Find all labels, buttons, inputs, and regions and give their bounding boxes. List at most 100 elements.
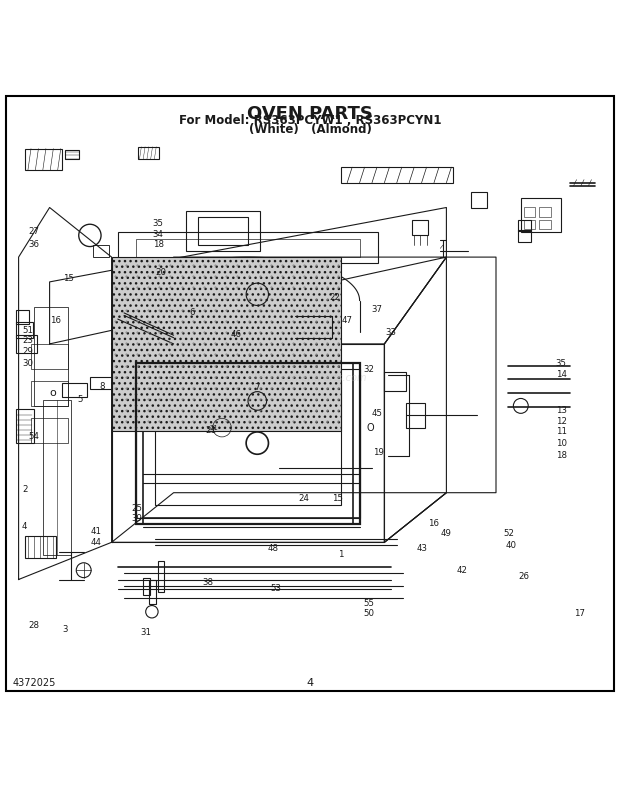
Text: 39: 39 xyxy=(131,514,142,523)
Text: 52: 52 xyxy=(503,529,514,538)
Bar xyxy=(539,208,551,216)
Text: o: o xyxy=(50,389,56,398)
Bar xyxy=(524,220,535,229)
Text: 4: 4 xyxy=(22,523,27,531)
Text: 27: 27 xyxy=(29,227,40,235)
Bar xyxy=(155,381,341,505)
Text: 35: 35 xyxy=(556,359,567,368)
Text: 32: 32 xyxy=(363,365,374,375)
Bar xyxy=(25,149,62,170)
Text: 15: 15 xyxy=(63,275,74,283)
Text: 18: 18 xyxy=(153,240,164,249)
Text: 18: 18 xyxy=(556,451,567,460)
Text: 21: 21 xyxy=(205,427,216,435)
Text: 12: 12 xyxy=(556,417,567,426)
Text: 16: 16 xyxy=(50,316,61,325)
Bar xyxy=(136,238,360,257)
Bar xyxy=(518,220,531,231)
Bar xyxy=(341,167,453,183)
Text: 38: 38 xyxy=(202,578,213,587)
Text: 4: 4 xyxy=(306,678,314,688)
Bar xyxy=(16,322,33,338)
Text: 29: 29 xyxy=(22,347,33,356)
Bar xyxy=(16,334,37,353)
Bar xyxy=(16,310,29,324)
Text: 36: 36 xyxy=(29,240,40,249)
Text: 43: 43 xyxy=(416,544,427,553)
Text: 44: 44 xyxy=(91,538,102,547)
Text: (White)   (Almond): (White) (Almond) xyxy=(249,123,371,135)
Text: 24: 24 xyxy=(298,494,309,504)
Text: 20: 20 xyxy=(156,268,167,277)
Bar xyxy=(31,381,68,406)
Text: 53: 53 xyxy=(270,584,281,593)
Bar xyxy=(34,307,68,406)
Bar xyxy=(143,578,150,595)
Text: 1: 1 xyxy=(339,550,343,560)
Text: 21: 21 xyxy=(210,425,218,430)
Bar xyxy=(90,378,115,389)
Text: O: O xyxy=(367,423,374,433)
Text: ReplacementParts.com: ReplacementParts.com xyxy=(253,373,367,383)
Text: 26: 26 xyxy=(518,572,529,581)
Text: 35: 35 xyxy=(153,219,164,228)
Text: 13: 13 xyxy=(556,406,567,416)
Text: 6: 6 xyxy=(190,309,195,317)
Text: 25: 25 xyxy=(131,504,142,512)
Text: 37: 37 xyxy=(371,305,383,314)
Bar xyxy=(65,150,79,159)
Text: 15: 15 xyxy=(332,494,343,504)
Text: 28: 28 xyxy=(29,622,40,630)
Text: 10: 10 xyxy=(556,438,567,448)
Text: 55: 55 xyxy=(363,599,374,608)
Bar xyxy=(521,198,561,232)
Bar xyxy=(384,372,406,391)
Text: 45: 45 xyxy=(371,408,383,418)
Text: 19: 19 xyxy=(373,448,384,457)
Text: OVEN PARTS: OVEN PARTS xyxy=(247,105,373,124)
Text: 49: 49 xyxy=(441,529,452,538)
Bar xyxy=(539,220,551,229)
Text: 33: 33 xyxy=(385,328,396,338)
Bar xyxy=(186,211,260,251)
Bar xyxy=(62,383,87,397)
Bar xyxy=(198,216,248,245)
Bar xyxy=(524,208,535,216)
Text: 54: 54 xyxy=(29,432,40,442)
Bar xyxy=(138,146,159,159)
Polygon shape xyxy=(112,257,341,430)
Text: 14: 14 xyxy=(556,371,567,379)
Text: For Model: RS363PCYW1 , RS363PCYN1: For Model: RS363PCYW1 , RS363PCYN1 xyxy=(179,114,441,127)
Bar xyxy=(43,400,71,555)
Bar xyxy=(31,419,68,443)
Text: 17: 17 xyxy=(574,609,585,618)
Text: 34: 34 xyxy=(153,230,164,238)
Bar xyxy=(118,232,378,264)
Text: 40: 40 xyxy=(506,541,517,550)
Bar xyxy=(518,231,531,242)
Text: 42: 42 xyxy=(456,566,467,575)
Text: 5: 5 xyxy=(78,395,83,405)
Text: 46: 46 xyxy=(230,330,241,339)
Text: 4372025: 4372025 xyxy=(12,678,56,688)
Bar xyxy=(31,344,68,368)
Bar xyxy=(158,561,164,592)
Text: 30: 30 xyxy=(22,359,33,368)
Text: 51: 51 xyxy=(22,326,33,334)
Text: 41: 41 xyxy=(91,527,102,536)
Bar xyxy=(16,409,34,443)
Text: 48: 48 xyxy=(267,544,278,553)
Bar xyxy=(406,403,425,427)
Text: 50: 50 xyxy=(363,609,374,618)
Text: 7: 7 xyxy=(255,382,260,392)
Text: 31: 31 xyxy=(140,628,151,637)
Bar xyxy=(93,245,108,257)
Text: 3: 3 xyxy=(63,625,68,634)
Text: 23: 23 xyxy=(22,336,33,345)
Bar xyxy=(412,220,428,235)
Text: 8: 8 xyxy=(100,382,105,390)
Text: 11: 11 xyxy=(556,427,567,437)
Text: 16: 16 xyxy=(428,519,440,528)
Text: 2: 2 xyxy=(22,485,27,494)
Bar xyxy=(149,579,156,604)
